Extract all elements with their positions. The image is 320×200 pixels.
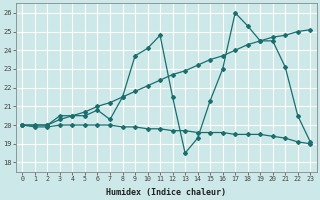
X-axis label: Humidex (Indice chaleur): Humidex (Indice chaleur) bbox=[106, 188, 226, 197]
